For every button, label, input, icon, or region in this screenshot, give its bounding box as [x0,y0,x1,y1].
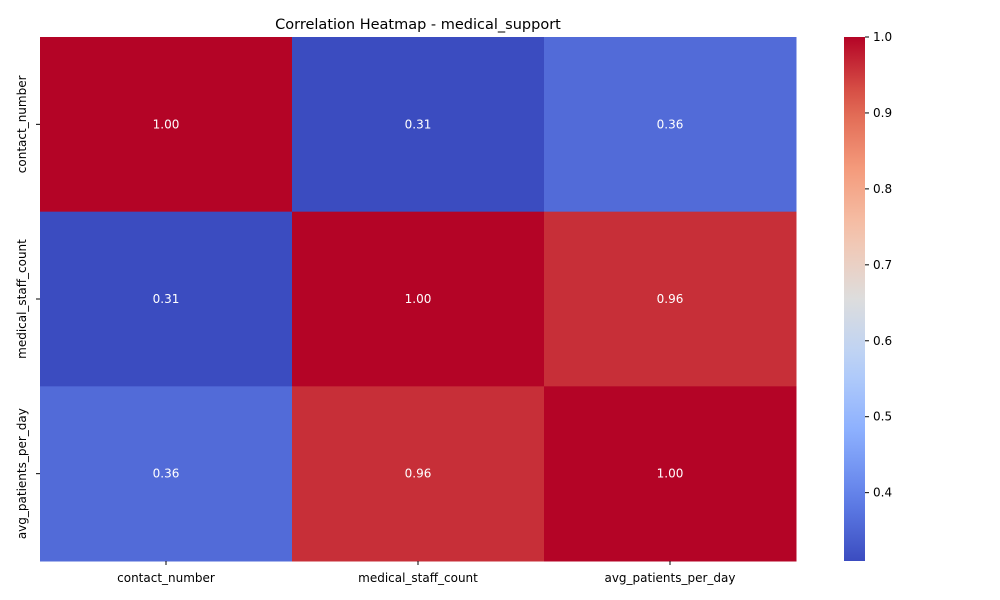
cell-value-label: 0.96 [657,292,684,306]
colorbar-tick-label: 1.0 [873,30,892,44]
colorbar-tick-label: 0.8 [873,182,892,196]
y-tick-label: medical_staff_count [15,239,29,359]
x-tick-label: avg_patients_per_day [604,571,735,585]
x-axis-ticks: contact_number medical_staff_count avg_pat… [117,561,736,585]
cell-value-label: 0.96 [405,467,432,481]
heatmap-cell [292,211,545,387]
colorbar-tick-label: 0.7 [873,258,892,272]
heatmap-cell [40,211,293,387]
cell-value-label: 0.31 [153,292,180,306]
x-tick-label: contact_number [117,571,215,585]
heatmap-cell [40,37,293,213]
y-axis-ticks: contact_number medical_staff_count avg_pat… [15,75,40,539]
cell-value-label: 1.00 [405,292,432,306]
colorbar-tick-label: 0.9 [873,106,892,120]
heatmap-cell [40,386,293,562]
heatmap-cell [544,37,797,213]
colorbar-tick-label: 0.6 [873,334,892,348]
chart-title: Correlation Heatmap - medical_support [275,17,561,33]
cell-value-label: 1.00 [657,467,684,481]
colorbar-gradient [844,37,865,561]
y-tick-label: contact_number [15,75,29,173]
heatmap-cell [544,211,797,387]
x-tick-label: medical_staff_count [358,571,478,585]
heatmap-cell [292,386,545,562]
heatmap-cell [292,37,545,213]
colorbar-tick-label: 0.4 [873,486,892,500]
cell-value-label: 0.31 [405,117,432,131]
cell-value-label: 1.00 [153,117,180,131]
colorbar-tick-label: 0.5 [873,410,892,424]
heatmap-cells: 1.00 0.31 0.36 0.31 1.00 0.96 0.36 0.96 1.00 [40,37,797,562]
heatmap-cell [544,386,797,562]
cell-value-label: 0.36 [657,117,684,131]
y-tick-label: avg_patients_per_day [15,408,29,539]
cell-value-label: 0.36 [153,467,180,481]
colorbar: 0.4 0.5 0.6 0.7 0.8 0.9 1.0 [844,30,892,561]
